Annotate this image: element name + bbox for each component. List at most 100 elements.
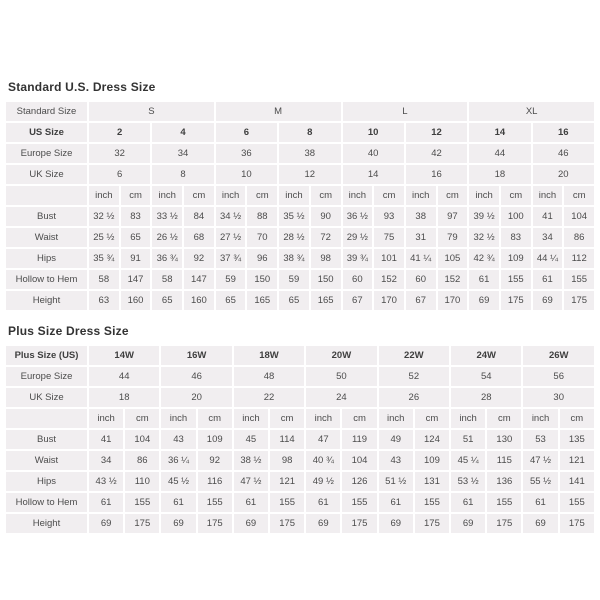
size-cell: 40 [341, 143, 405, 164]
size-cell: 39 ¾ [341, 248, 374, 269]
size-cell: 47 ½ [232, 471, 270, 492]
size-cell: 49 ½ [305, 471, 342, 492]
size-cell: 112 [563, 248, 595, 269]
size-cell: 12 [278, 164, 342, 185]
size-cell: 100 [499, 206, 532, 227]
size-cell: 16W [160, 345, 233, 366]
table-row: Waist 34 86 36 ¼ 92 38 ½ 98 40 ¾ 104 43 109 45 ¼ 115… [5, 450, 595, 471]
size-cell: 175 [341, 513, 378, 534]
size-cell: 25 ½ [88, 227, 120, 248]
size-cell: 160 [183, 290, 215, 311]
size-cell: 175 [269, 513, 306, 534]
size-cell: 20 [531, 164, 595, 185]
size-cell: L [341, 101, 469, 122]
size-cell: 150 [246, 269, 279, 290]
size-cell: 43 [377, 450, 414, 471]
size-cell: 126 [341, 471, 378, 492]
table-row: inch cm inch cm inch cm inch cm inch cm inch cm inch… [5, 185, 595, 206]
table-row: Height 63 160 65 160 65 165 65 165 67 170 67 170 69 17… [5, 290, 595, 311]
size-cell: 160 [119, 290, 152, 311]
size-cell: 61 [232, 492, 270, 513]
table-row: Hips 43 ½ 110 45 ½ 116 47 ½ 121 49 ½ 126 51 ½ 131 5… [5, 471, 595, 492]
size-cell: 115 [486, 450, 523, 471]
size-cell: 83 [499, 227, 532, 248]
size-cell: inch [88, 408, 125, 429]
row-label: Bust [5, 429, 88, 450]
size-cell: 41 ¼ [404, 248, 437, 269]
size-cell: 109 [499, 248, 532, 269]
size-cell: 35 ¾ [88, 248, 120, 269]
size-cell: 47 [305, 429, 342, 450]
size-cell: 8 [151, 164, 215, 185]
size-cell: 27 ½ [214, 227, 247, 248]
size-cell: 165 [246, 290, 279, 311]
size-cell: 109 [413, 450, 451, 471]
size-cell: 2 [88, 122, 152, 143]
size-cell: 175 [499, 290, 532, 311]
row-label [5, 408, 88, 429]
size-cell: 38 [404, 206, 437, 227]
size-cell: 155 [269, 492, 306, 513]
size-cell: 10 [214, 164, 279, 185]
size-cell: 72 [309, 227, 342, 248]
size-cell: 93 [373, 206, 405, 227]
size-cell: 98 [269, 450, 306, 471]
table-row: Hollow to Hem 61 155 61 155 61 155 61 155 61 155 61… [5, 492, 595, 513]
size-cell: 121 [269, 471, 306, 492]
size-cell: 30 [522, 387, 595, 408]
size-cell: 155 [124, 492, 161, 513]
size-cell: 175 [413, 513, 451, 534]
size-cell: 53 ½ [450, 471, 487, 492]
size-cell: 136 [486, 471, 523, 492]
size-cell: 65 [214, 290, 247, 311]
size-cell: 14W [88, 345, 161, 366]
size-cell: 58 [151, 269, 184, 290]
size-cell: 175 [563, 290, 595, 311]
size-cell: 32 [88, 143, 152, 164]
size-cell: M [214, 101, 342, 122]
plus-size-table-title: Plus Size Dress Size [8, 324, 129, 338]
table-row: Hollow to Hem 58 147 58 147 59 150 59 150 60 152 60… [5, 269, 595, 290]
size-cell: 170 [436, 290, 469, 311]
size-cell: 45 ¼ [450, 450, 487, 471]
size-cell: 152 [436, 269, 469, 290]
table-row: inch cm inch cm inch cm inch cm inch cm inch cm inch… [5, 408, 595, 429]
size-cell: 69 [232, 513, 270, 534]
size-cell: 31 [404, 227, 437, 248]
size-cell: 59 [214, 269, 247, 290]
row-label: Standard Size [5, 101, 88, 122]
size-cell: 69 [450, 513, 487, 534]
table-row: Height 69 175 69 175 69 175 69 175 69 175 69 175 69 17… [5, 513, 595, 534]
size-cell: cm [436, 185, 469, 206]
size-cell: 26 [377, 387, 451, 408]
size-cell: 60 [404, 269, 437, 290]
size-cell: 44 [468, 143, 532, 164]
standard-size-table-title: Standard U.S. Dress Size [8, 80, 156, 94]
size-cell: 39 ½ [468, 206, 500, 227]
row-label: Plus Size (US) [5, 345, 88, 366]
size-cell: 98 [309, 248, 342, 269]
size-cell: 52 [377, 366, 451, 387]
size-cell: 56 [522, 366, 595, 387]
size-cell: 41 [531, 206, 564, 227]
size-cell: 152 [373, 269, 405, 290]
table-row: Standard Size S M L XL [5, 101, 595, 122]
size-cell: 114 [269, 429, 306, 450]
size-cell: 36 ¼ [160, 450, 197, 471]
size-cell: inch [278, 185, 310, 206]
size-cell: 86 [124, 450, 161, 471]
row-label: Waist [5, 450, 88, 471]
size-cell: 12 [404, 122, 469, 143]
size-cell: 83 [119, 206, 152, 227]
size-cell: 38 ¾ [278, 248, 310, 269]
size-cell: 28 [450, 387, 523, 408]
size-cell: inch [377, 408, 414, 429]
size-cell: 155 [499, 269, 532, 290]
size-cell: 34 [151, 143, 215, 164]
size-cell: 54 [450, 366, 523, 387]
row-label: Hollow to Hem [5, 269, 88, 290]
row-label: Hips [5, 471, 88, 492]
size-cell: 49 [377, 429, 414, 450]
size-cell: 18 [88, 387, 161, 408]
size-cell: 32 ½ [88, 206, 120, 227]
